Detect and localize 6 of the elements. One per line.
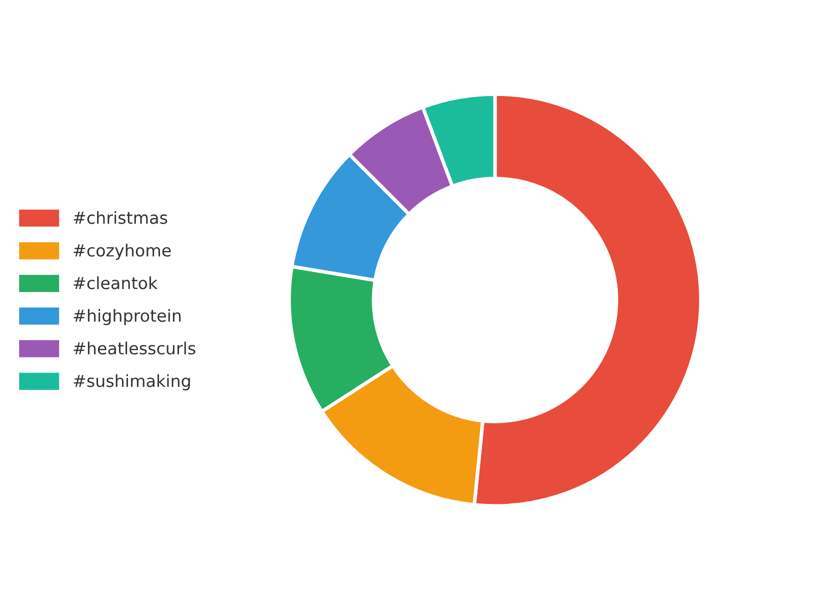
legend-label: #heatlesscurls [74, 342, 196, 355]
legend-label: #cozyhome [74, 244, 171, 260]
legend-label: #cleantok [74, 276, 158, 290]
legend-label: #sushimaking [74, 374, 190, 390]
legend-label: #highprotein [74, 309, 181, 326]
legend-label: #christmas [74, 211, 168, 224]
